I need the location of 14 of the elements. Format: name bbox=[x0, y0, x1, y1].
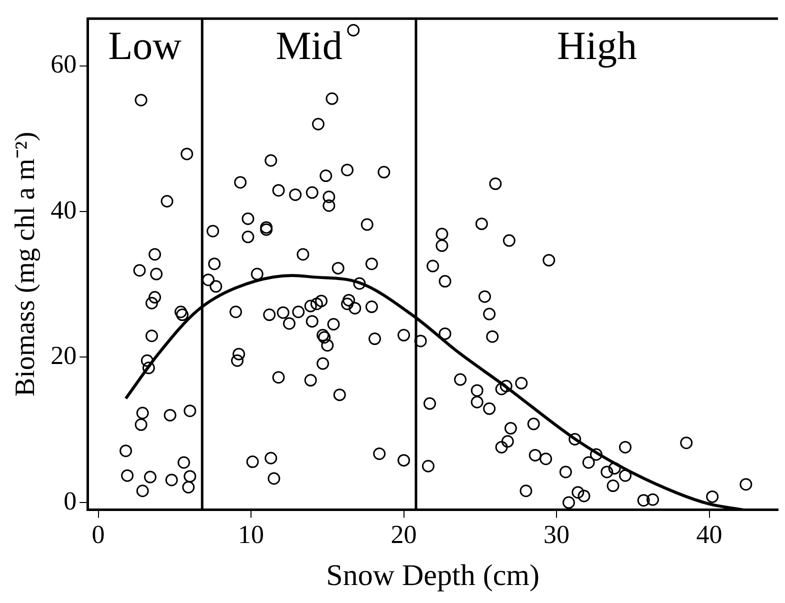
x-tick-label: 30 bbox=[544, 520, 570, 550]
y-tick-label: 20 bbox=[50, 340, 77, 370]
annotation: Mid bbox=[276, 23, 342, 68]
x-tick-label: 0 bbox=[92, 520, 105, 550]
y-tick-label: 60 bbox=[50, 50, 77, 79]
annotation: Low bbox=[108, 23, 182, 68]
y-tick-label: 40 bbox=[50, 195, 77, 224]
x-tick-label: 40 bbox=[696, 520, 722, 550]
x-tick-label: 10 bbox=[238, 520, 264, 550]
annotation: High bbox=[557, 23, 637, 68]
x-axis-title: Snow Depth (cm) bbox=[326, 558, 540, 592]
y-axis-title: Biomass (mg chl a m⁻²) bbox=[10, 132, 42, 397]
y-tick-label: 0 bbox=[64, 486, 77, 516]
x-tick-label: 20 bbox=[390, 520, 417, 550]
